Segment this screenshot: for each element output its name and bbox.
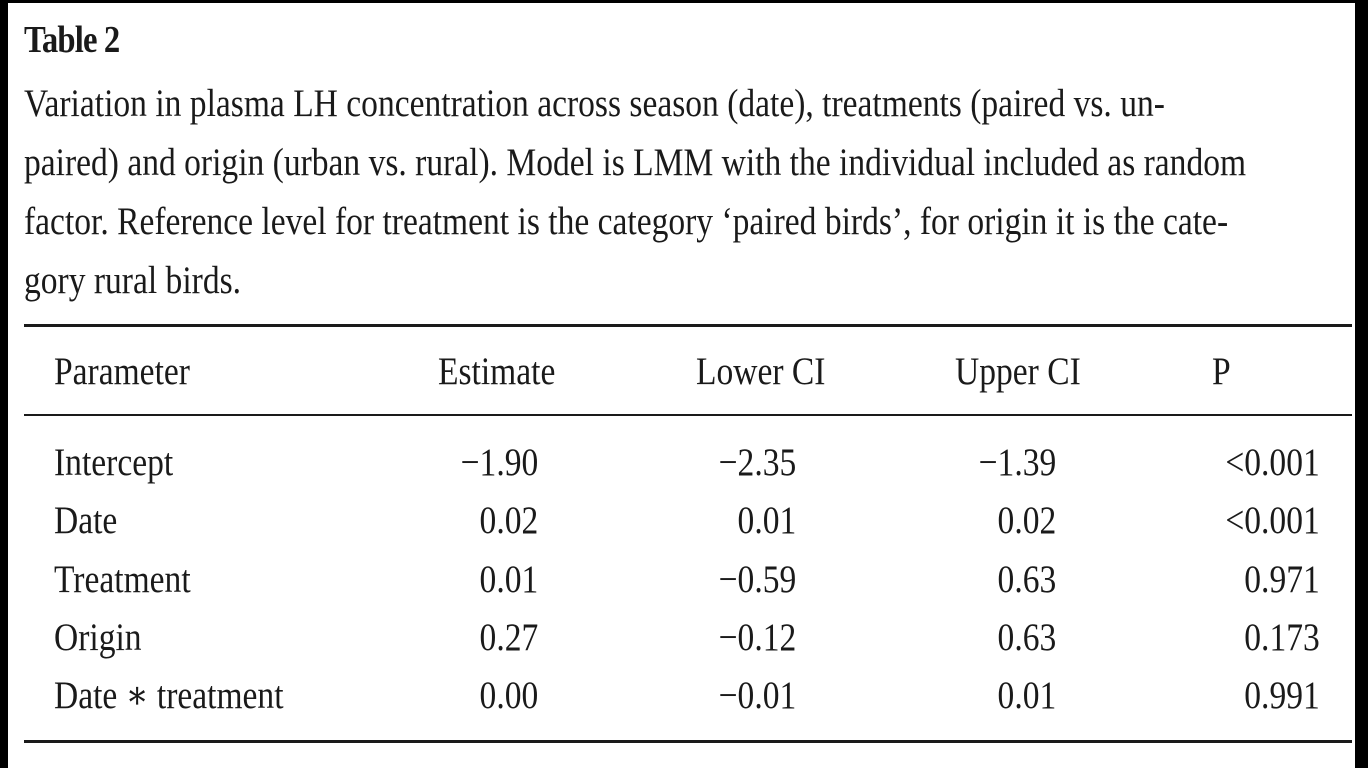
cell-lower-ci: −2.35 <box>718 441 796 484</box>
cell-p: <0.001 <box>1225 499 1320 542</box>
header-lower-ci: Lower CI <box>696 350 826 393</box>
cell-estimate: −1.90 <box>460 441 538 484</box>
caption-line: Variation in plasma LH concentration acr… <box>24 82 1165 125</box>
cell-parameter: Treatment <box>54 558 191 601</box>
cell-p: 0.173 <box>1244 616 1320 659</box>
cell-upper-ci: 0.63 <box>997 616 1056 659</box>
cell-p: 0.991 <box>1244 674 1320 717</box>
caption-line: paired) and origin (urban vs. rural). Mo… <box>24 141 1247 184</box>
header-p: P <box>1212 350 1231 393</box>
cell-lower-ci: 0.01 <box>737 499 796 542</box>
table-caption: Variation in plasma LH concentration acr… <box>24 74 1340 310</box>
header-estimate: Estimate <box>438 350 556 393</box>
table-header-rule <box>24 414 1352 416</box>
cell-parameter: Date <box>54 499 118 542</box>
table-title: Table 2 <box>24 19 120 61</box>
cell-upper-ci: 0.63 <box>997 558 1056 601</box>
frame-top-border <box>0 0 1368 3</box>
cell-estimate: 0.01 <box>479 558 538 601</box>
table-bottom-rule <box>24 740 1352 743</box>
cell-p: 0.971 <box>1244 558 1320 601</box>
cell-p: <0.001 <box>1225 441 1320 484</box>
cell-estimate: 0.27 <box>479 616 538 659</box>
cell-lower-ci: −0.12 <box>718 616 796 659</box>
frame-left-border <box>0 0 8 768</box>
header-parameter: Parameter <box>54 350 190 393</box>
cell-parameter: Intercept <box>54 441 174 484</box>
header-upper-ci: Upper CI <box>955 350 1081 393</box>
caption-line: factor. Reference level for treatment is… <box>24 200 1229 243</box>
cell-upper-ci: 0.01 <box>997 674 1056 717</box>
table-top-rule <box>24 324 1352 327</box>
cell-parameter: Date ∗ treatment <box>54 674 284 717</box>
cell-parameter: Origin <box>54 616 142 659</box>
caption-line: gory rural birds. <box>24 259 242 302</box>
cell-estimate: 0.02 <box>479 499 538 542</box>
cell-lower-ci: −0.59 <box>718 558 796 601</box>
cell-lower-ci: −0.01 <box>718 674 796 717</box>
cell-upper-ci: −1.39 <box>978 441 1056 484</box>
frame-right-border <box>1355 0 1368 768</box>
cell-estimate: 0.00 <box>479 674 538 717</box>
cell-upper-ci: 0.02 <box>997 499 1056 542</box>
